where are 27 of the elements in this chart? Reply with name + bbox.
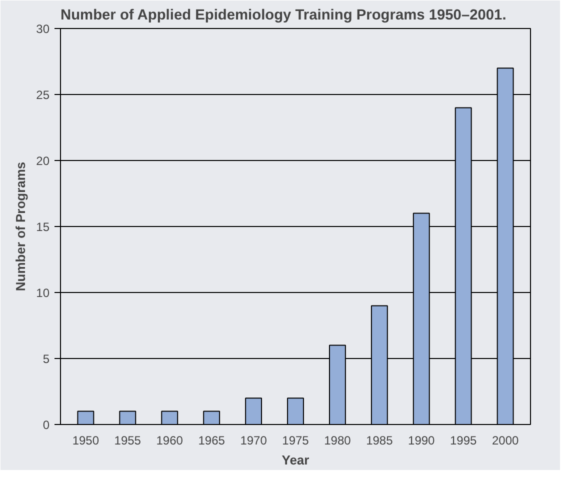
bar xyxy=(245,398,262,424)
x-tick-label: 1985 xyxy=(366,434,394,448)
bar xyxy=(77,410,94,424)
bar xyxy=(203,410,220,424)
x-tick-label: 1995 xyxy=(450,434,478,448)
x-tick-label: 1960 xyxy=(156,434,184,448)
y-tick-label: 25 xyxy=(36,88,50,102)
bar xyxy=(161,410,178,424)
x-tick-label: 1950 xyxy=(72,434,100,448)
x-tick-label: 1965 xyxy=(198,434,226,448)
x-tick-label: 1955 xyxy=(114,434,142,448)
y-tick-label: 30 xyxy=(36,22,50,36)
bar xyxy=(119,410,136,424)
y-tick-label: 5 xyxy=(42,352,50,366)
x-tick-label: 2000 xyxy=(492,434,519,448)
x-axis-title: Year xyxy=(282,452,310,468)
x-tick-label: 1970 xyxy=(240,434,268,448)
x-tick-label: 1990 xyxy=(408,434,436,448)
y-tick-label: 20 xyxy=(36,154,50,168)
bar xyxy=(287,398,304,424)
y-axis-title: Number of Programs xyxy=(13,162,28,292)
chart-title: Number of Applied Epidemiology Training Programs 1950–2001. xyxy=(60,8,506,24)
x-tick-label: 1975 xyxy=(282,434,310,448)
y-tick-label: 10 xyxy=(36,286,50,300)
x-tick-label: 1980 xyxy=(324,434,352,448)
y-tick-label: 15 xyxy=(36,220,50,234)
y-tick-label: 0 xyxy=(42,418,50,432)
